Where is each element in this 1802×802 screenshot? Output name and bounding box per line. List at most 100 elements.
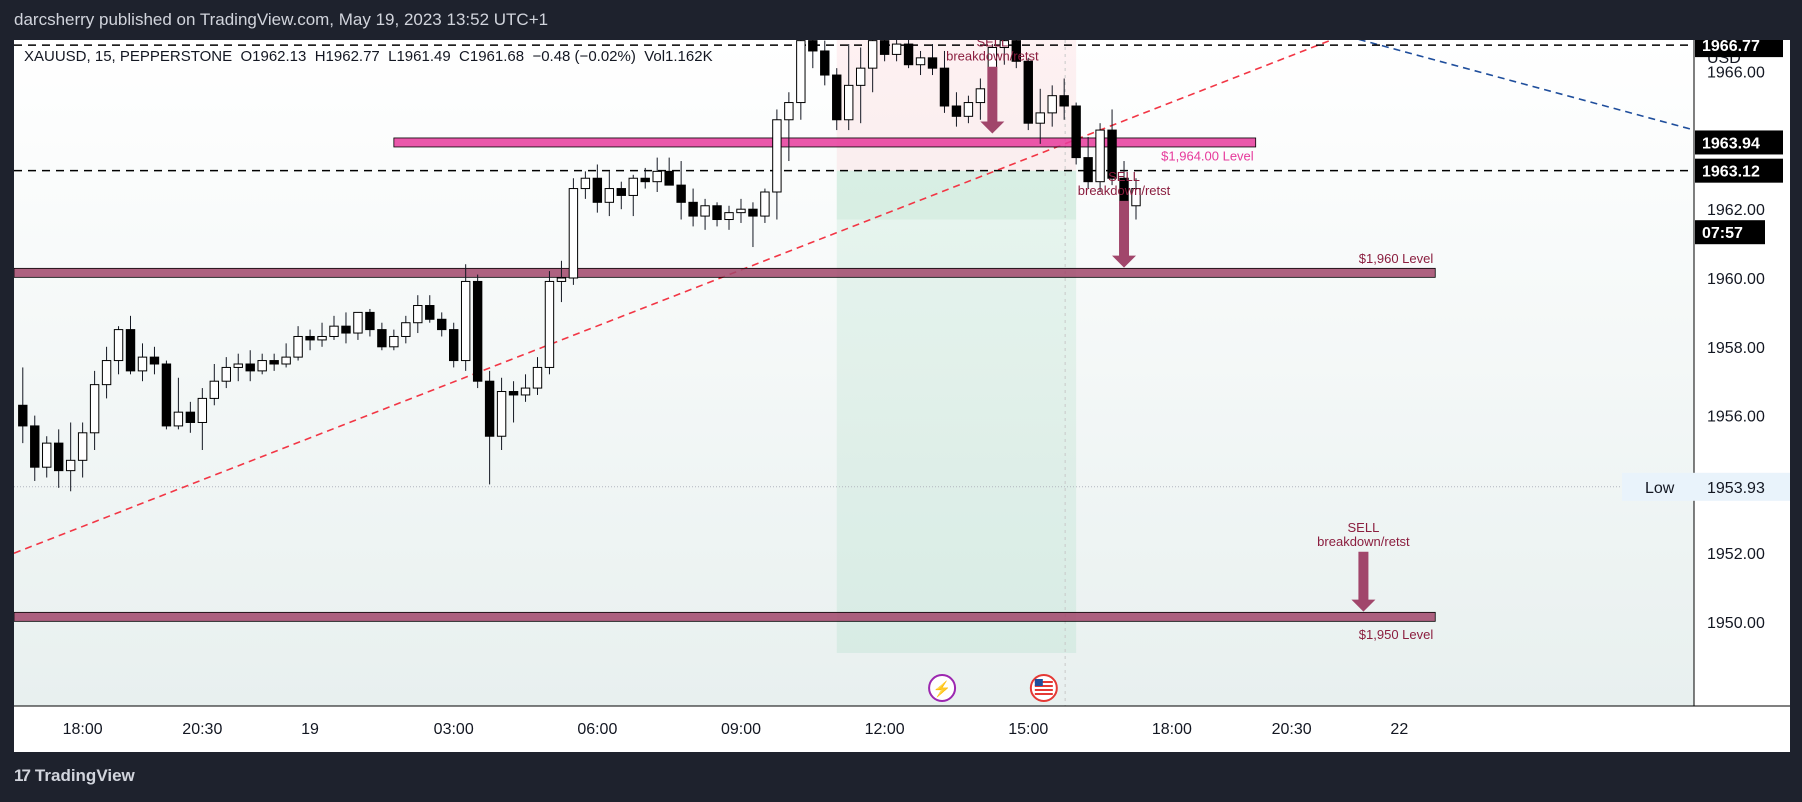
candle-body[interactable] — [425, 305, 435, 320]
candle-body[interactable] — [42, 442, 52, 468]
candle-body[interactable] — [963, 102, 974, 117]
candle-body[interactable] — [580, 177, 591, 190]
candle-body[interactable] — [496, 391, 507, 437]
candle-body[interactable] — [676, 184, 686, 203]
candle-body[interactable] — [891, 43, 902, 55]
candle-body[interactable] — [185, 411, 196, 423]
candle-body[interactable] — [592, 177, 603, 203]
candle-body[interactable] — [149, 356, 160, 365]
candle-body[interactable] — [1095, 129, 1105, 183]
candle-body[interactable] — [341, 325, 351, 334]
candle-body[interactable] — [520, 387, 531, 396]
candle-body[interactable] — [939, 67, 950, 107]
candle-body[interactable] — [1059, 95, 1069, 107]
candle-body[interactable] — [460, 280, 471, 362]
candle-body[interactable] — [772, 119, 782, 193]
candle-body[interactable] — [784, 102, 794, 121]
candle-body[interactable] — [53, 442, 64, 472]
candle-body[interactable] — [1047, 95, 1057, 114]
symbol-label[interactable]: XAUUSD, 15, PEPPERSTONE — [24, 48, 233, 65]
candle-body[interactable] — [879, 40, 890, 55]
level-zone[interactable] — [14, 611, 1436, 622]
candle-body[interactable] — [293, 335, 303, 358]
candle-body[interactable] — [101, 360, 112, 386]
candle-body[interactable] — [281, 356, 291, 365]
candle-body[interactable] — [844, 84, 854, 121]
candle-body[interactable] — [508, 391, 519, 396]
candle-body[interactable] — [808, 40, 818, 52]
candle-body[interactable] — [903, 43, 914, 66]
candle-body[interactable] — [137, 356, 148, 372]
candle-body[interactable] — [269, 360, 279, 365]
price-chart[interactable]: $1,964.00 Level $1,960 Level $1,950 Level S… — [14, 40, 1790, 752]
candle-body[interactable] — [389, 335, 399, 348]
price-axis[interactable] — [1694, 40, 1790, 752]
chart-area[interactable]: $1,964.00 Level $1,960 Level $1,950 Level S… — [14, 40, 1790, 752]
candle-body[interactable] — [377, 329, 387, 348]
candle-body[interactable] — [113, 329, 124, 362]
price-label-tag[interactable] — [1695, 130, 1783, 155]
candle-body[interactable] — [329, 325, 339, 337]
candle-body[interactable] — [616, 188, 626, 196]
candle-body[interactable] — [305, 335, 315, 341]
candle-body[interactable] — [1107, 129, 1117, 179]
candle-body[interactable] — [197, 397, 208, 423]
candle-body[interactable] — [975, 88, 986, 104]
candle-body[interactable] — [317, 335, 327, 341]
candle-body[interactable] — [999, 40, 1010, 49]
lightning-event-icon[interactable] — [928, 674, 957, 702]
candle-body[interactable] — [257, 360, 267, 372]
candle-body[interactable] — [604, 188, 615, 203]
candle-body[interactable] — [652, 170, 662, 183]
candle-body[interactable] — [365, 311, 375, 331]
level-zone[interactable] — [14, 267, 1436, 278]
candle-body[interactable] — [77, 432, 88, 461]
candle-body[interactable] — [867, 40, 878, 69]
candle-body[interactable] — [1011, 40, 1021, 62]
candle-body[interactable] — [855, 67, 866, 86]
candle-body[interactable] — [449, 329, 459, 362]
candle-body[interactable] — [353, 311, 363, 334]
position-target-zone[interactable] — [836, 170, 1077, 653]
candle-body[interactable] — [736, 208, 746, 214]
price-label-tag[interactable] — [1695, 40, 1783, 58]
candle-body[interactable] — [1083, 157, 1093, 183]
candle-body[interactable] — [724, 212, 734, 221]
candle-body[interactable] — [125, 329, 136, 372]
candle-body[interactable] — [915, 57, 926, 66]
candle-body[interactable] — [760, 191, 770, 217]
candle-body[interactable] — [1023, 60, 1033, 124]
candle-body[interactable] — [209, 380, 220, 399]
candle-body[interactable] — [1035, 112, 1045, 124]
candle-body[interactable] — [700, 205, 710, 217]
tradingview-logo[interactable]: 17 TradingView — [14, 766, 135, 786]
candle-body[interactable] — [927, 57, 938, 69]
candle-body[interactable] — [437, 318, 447, 331]
candle-body[interactable] — [712, 205, 722, 221]
candle-body[interactable] — [221, 366, 231, 382]
candle-body[interactable] — [472, 280, 483, 382]
descending-trendline[interactable] — [1324, 40, 1695, 131]
candle-body[interactable] — [484, 380, 495, 437]
price-label-tag[interactable] — [1695, 158, 1783, 183]
us-flag-event-icon[interactable] — [1029, 674, 1058, 702]
candle-body[interactable] — [89, 384, 100, 434]
candle-body[interactable] — [413, 305, 423, 324]
candle-body[interactable] — [832, 74, 842, 121]
candle-body[interactable] — [233, 363, 243, 368]
candle-body[interactable] — [688, 201, 698, 217]
candle-body[interactable] — [1131, 188, 1141, 207]
candle-body[interactable] — [544, 280, 555, 368]
candle-body[interactable] — [30, 425, 40, 468]
candle-body[interactable] — [628, 177, 638, 196]
time-axis[interactable] — [14, 706, 1790, 752]
candle-body[interactable] — [640, 177, 650, 183]
candle-body[interactable] — [951, 105, 962, 117]
candle-body[interactable] — [748, 208, 758, 217]
candle-body[interactable] — [664, 170, 674, 186]
candle-body[interactable] — [173, 411, 184, 427]
candle-body[interactable] — [18, 404, 28, 427]
candle-body[interactable] — [65, 459, 76, 472]
candle-body[interactable] — [568, 188, 579, 279]
candle-body[interactable] — [245, 363, 255, 372]
